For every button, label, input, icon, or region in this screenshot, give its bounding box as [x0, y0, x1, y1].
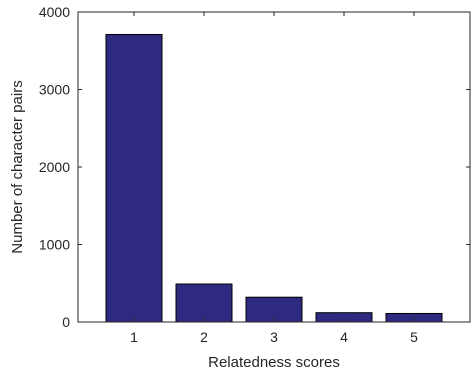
y-axis-title: Number of character pairs: [9, 80, 26, 253]
bar-1: [105, 33, 163, 323]
x-tick-label: 2: [200, 329, 208, 345]
axes-box: [77, 11, 471, 323]
y-tick-label: 1000: [39, 237, 70, 253]
x-tick-label: 5: [410, 329, 418, 345]
y-tick-label: 0: [62, 314, 70, 330]
x-tick-label: 1: [130, 329, 138, 345]
y-tick-label: 2000: [39, 159, 70, 175]
bar-3: [245, 296, 303, 323]
x-tick-label: 4: [340, 329, 348, 345]
y-tick-label: 4000: [39, 4, 70, 20]
bars-group: [105, 33, 443, 323]
tick-labels-group: 1 2 3 4 5 0 1000 2000 3000 4000: [39, 4, 418, 345]
y-tick-label: 3000: [39, 82, 70, 98]
x-tick-label: 3: [270, 329, 278, 345]
bar-2: [175, 283, 233, 323]
x-axis-title: Relatedness scores: [208, 354, 340, 371]
